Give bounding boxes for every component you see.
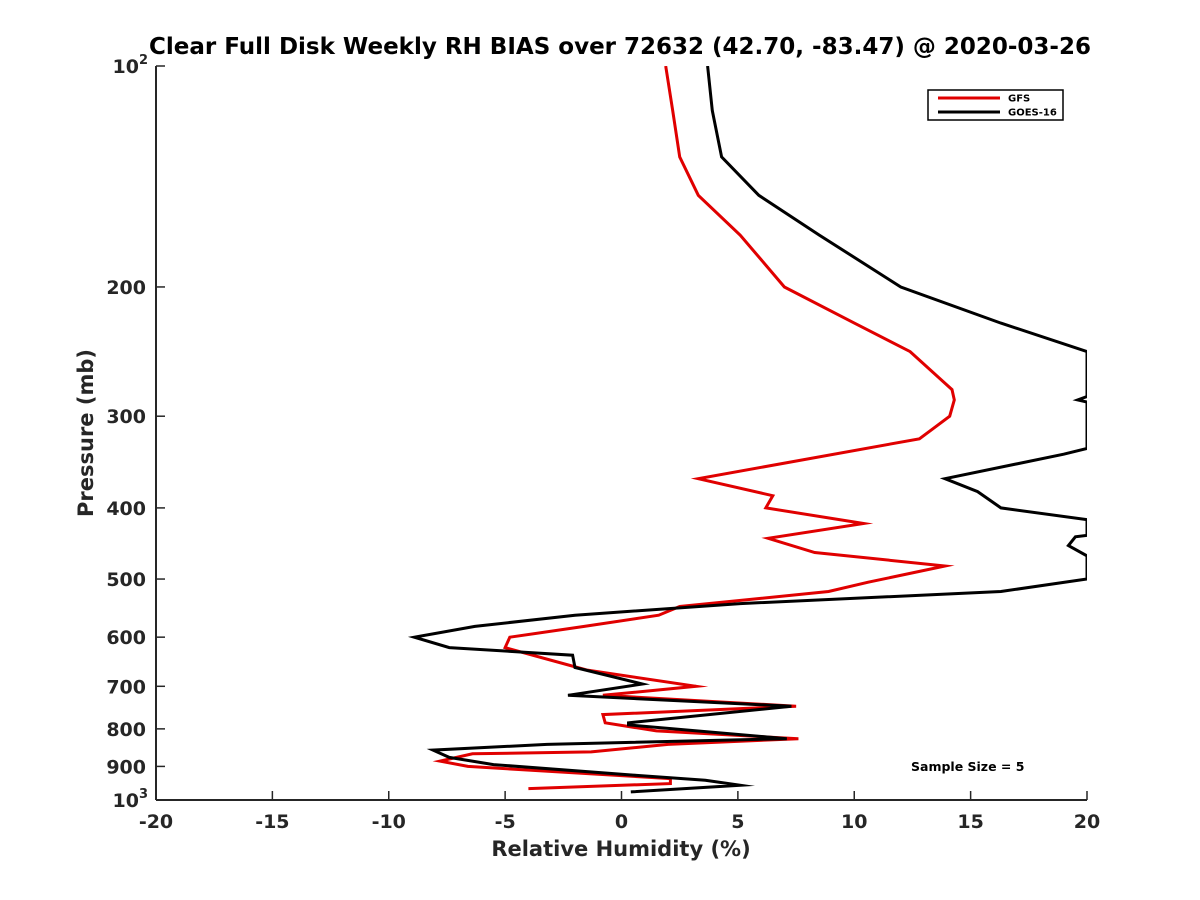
y-ticks: 102 200 300 400 500 600 700 800 900 103 — [106, 53, 165, 812]
legend-label-goes16: GOES-16 — [1008, 108, 1057, 119]
y-tick-label: 103 — [113, 787, 149, 812]
y-tick-label: 600 — [106, 627, 146, 649]
y-tick-label: 400 — [106, 498, 146, 520]
x-tick-label: -10 — [372, 811, 406, 833]
y-tick-label: 900 — [106, 756, 146, 778]
y-axis-label: Pressure (mb) — [74, 349, 98, 517]
x-tick-label: 10 — [841, 811, 867, 833]
x-tick-label: 20 — [1074, 811, 1100, 833]
y-tick-label: 200 — [106, 277, 146, 299]
y-tick-label: 500 — [106, 569, 146, 591]
x-tick-label: -5 — [495, 811, 516, 833]
y-tick-label: 700 — [106, 676, 146, 698]
x-tick-label: 15 — [957, 811, 983, 833]
x-tick-label: -20 — [139, 811, 173, 833]
x-tick-label: -15 — [255, 811, 289, 833]
y-tick-label: 300 — [106, 406, 146, 428]
y-tick-label: 102 — [113, 53, 149, 78]
y-tick-label: 800 — [106, 719, 146, 741]
sample-size-annotation: Sample Size = 5 — [911, 759, 1024, 774]
x-tick-label: 5 — [731, 811, 744, 833]
legend-label-gfs: GFS — [1008, 94, 1030, 105]
legend-box — [927, 89, 1064, 121]
x-tick-label: 0 — [615, 811, 628, 833]
series-line-gfs — [432, 66, 956, 791]
legend: GFS GOES-16 — [927, 89, 1064, 121]
x-ticks: -20 -15 -10 -5 0 5 10 15 20 — [139, 791, 1100, 833]
plot-area — [155, 66, 1087, 801]
series-layer — [407, 66, 1087, 794]
series-line-goes16 — [407, 66, 1087, 794]
x-axis-label: Relative Humidity (%) — [491, 837, 750, 861]
chart-title: Clear Full Disk Weekly RH BIAS over 7263… — [149, 34, 1091, 60]
